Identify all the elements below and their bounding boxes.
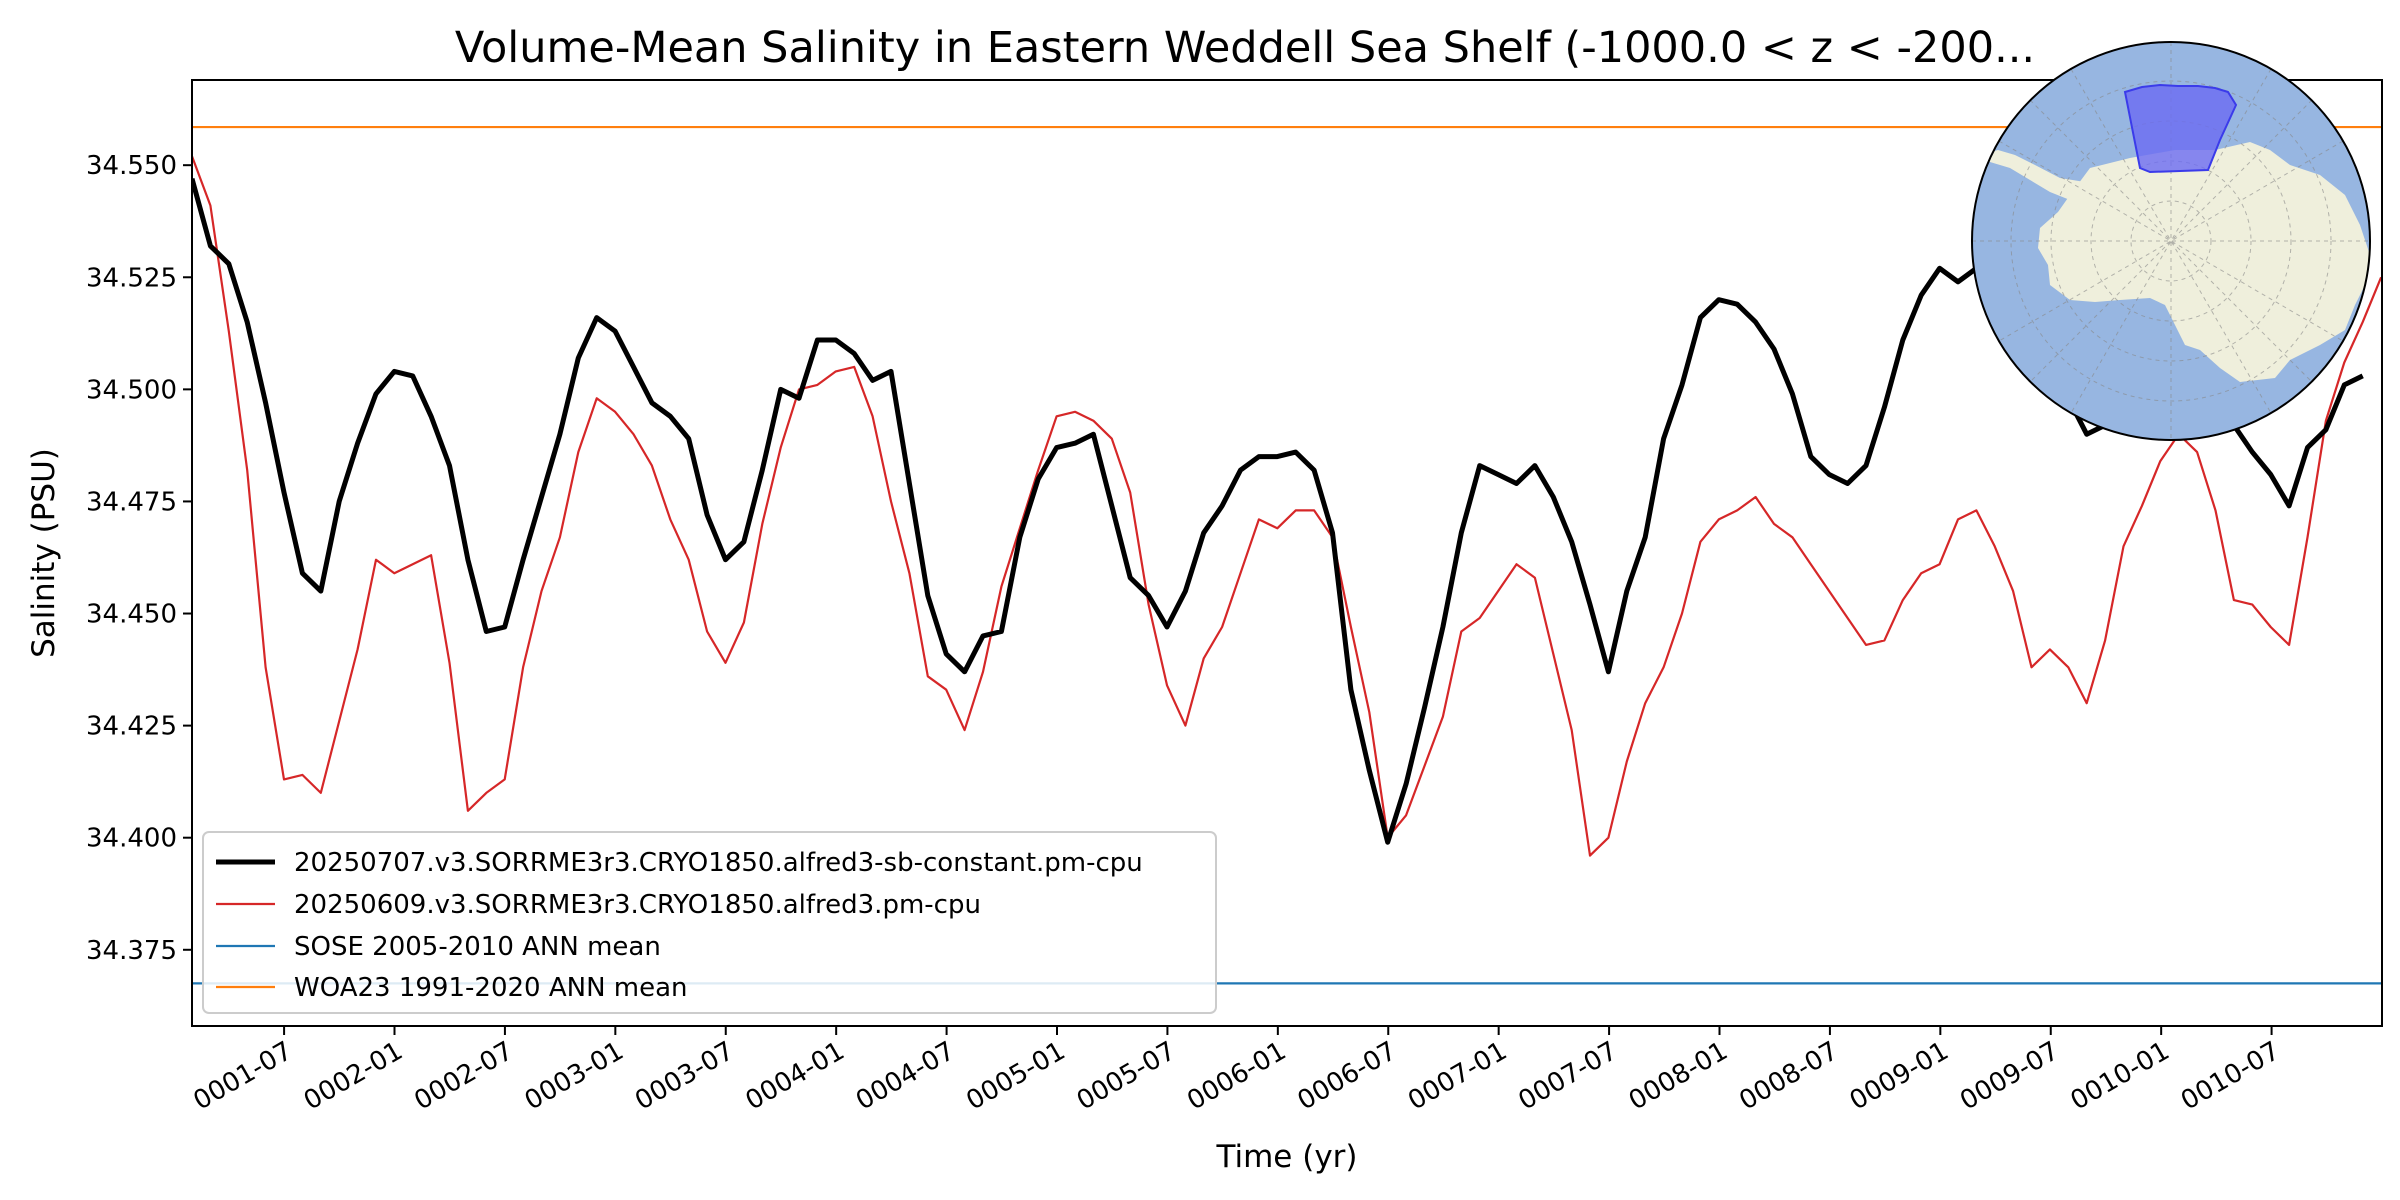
legend-label-woa23: WOA23 1991-2020 ANN mean <box>294 973 688 1003</box>
y-axis-label: Salinity (PSU) <box>26 448 62 658</box>
y-tick-label: 34.550 <box>86 151 177 181</box>
plot-frame <box>191 79 2383 1027</box>
y-tick-label: 34.525 <box>86 263 177 293</box>
eastern-weddell-shelf-region <box>2123 83 2238 174</box>
antarctic-peninsula <box>1980 150 2085 200</box>
x-axis-label: Time (yr) <box>1216 1139 1358 1175</box>
legend-label-sb-constant: 20250707.v3.SORRME3r3.CRYO1850.alfred3-s… <box>294 848 1143 878</box>
legend: 20250707.v3.SORRME3r3.CRYO1850.alfred3-s… <box>202 831 1217 1014</box>
y-tick-label: 34.375 <box>86 936 177 966</box>
y-tick-label: 34.425 <box>86 712 177 742</box>
y-tick-label: 34.500 <box>86 375 177 405</box>
legend-label-sose: SOSE 2005-2010 ANN mean <box>294 932 661 962</box>
map-border <box>1971 41 2371 441</box>
y-tick-label: 34.400 <box>86 824 177 854</box>
y-tick-label: 34.450 <box>86 600 177 630</box>
inset-antarctica-map <box>1971 41 2371 441</box>
legend-label-alfred3: 20250609.v3.SORRME3r3.CRYO1850.alfred3.p… <box>294 890 981 920</box>
series-line-1 <box>192 155 2382 857</box>
chart-title: Volume-Mean Salinity in Eastern Weddell … <box>455 23 2035 73</box>
antarctica-landmass <box>2038 142 2370 382</box>
legend-box <box>202 831 1217 1014</box>
y-tick-label: 34.475 <box>86 487 177 517</box>
y-axis: 34.375 34.400 34.425 34.450 34.475 34.500 34.5… <box>86 151 192 966</box>
